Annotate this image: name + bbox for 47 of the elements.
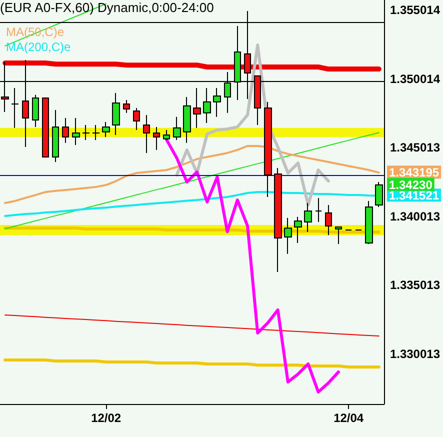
candlestick bbox=[284, 217, 292, 254]
candlestick bbox=[82, 124, 90, 141]
text: MA(200,C)e bbox=[6, 40, 72, 54]
x-tick-label: 12/04 bbox=[334, 411, 364, 425]
candlestick bbox=[52, 110, 59, 163]
candlestick bbox=[294, 216, 302, 244]
line-series bbox=[165, 138, 340, 394]
candlestick bbox=[193, 88, 201, 128]
candlestick bbox=[153, 126, 160, 150]
candlestick bbox=[133, 107, 140, 130]
candlestick bbox=[143, 114, 150, 154]
candlestick bbox=[325, 204, 332, 236]
candlestick bbox=[163, 129, 170, 141]
candlestick bbox=[335, 226, 342, 245]
candlestick bbox=[11, 88, 19, 128]
y-tick-label: 1.340013 bbox=[390, 209, 440, 224]
data-label: 1.343195 bbox=[389, 166, 440, 180]
y-tick-label: 1.350014 bbox=[390, 72, 440, 86]
chart-title: (EUR A0-FX,60) Dynamic,0:00-24:00 bbox=[0, 0, 214, 15]
candlestick bbox=[62, 118, 69, 144]
line-series bbox=[4, 314, 380, 337]
y-tick-label: 1.355014 bbox=[390, 2, 440, 17]
candlestick bbox=[264, 101, 272, 198]
candlestick bbox=[183, 96, 191, 144]
candlestick bbox=[32, 94, 39, 128]
candlestick bbox=[173, 116, 181, 141]
candlestick bbox=[304, 202, 312, 233]
candlestick bbox=[315, 197, 322, 223]
candlestick bbox=[42, 97, 49, 158]
candlestick bbox=[72, 118, 80, 146]
candlestick bbox=[365, 200, 373, 245]
data-label: 1.341521 bbox=[389, 188, 440, 203]
candlestick bbox=[92, 124, 100, 141]
candlestick bbox=[123, 100, 130, 114]
candlestick bbox=[203, 88, 211, 124]
y-tick-label: 1.330013 bbox=[390, 346, 440, 361]
candlestick bbox=[112, 92, 120, 136]
candlestick bbox=[213, 88, 221, 118]
y-tick-label: 1.345013 bbox=[390, 140, 440, 155]
x-tick-label: 12/02 bbox=[91, 411, 122, 425]
candlestick bbox=[274, 167, 282, 272]
line-series bbox=[4, 132, 380, 230]
line-series bbox=[4, 144, 380, 204]
candlestick bbox=[102, 122, 110, 138]
y-tick-label: 1.335013 bbox=[390, 278, 440, 292]
text: 1.34230 bbox=[389, 178, 432, 192]
line-series bbox=[4, 358, 380, 368]
